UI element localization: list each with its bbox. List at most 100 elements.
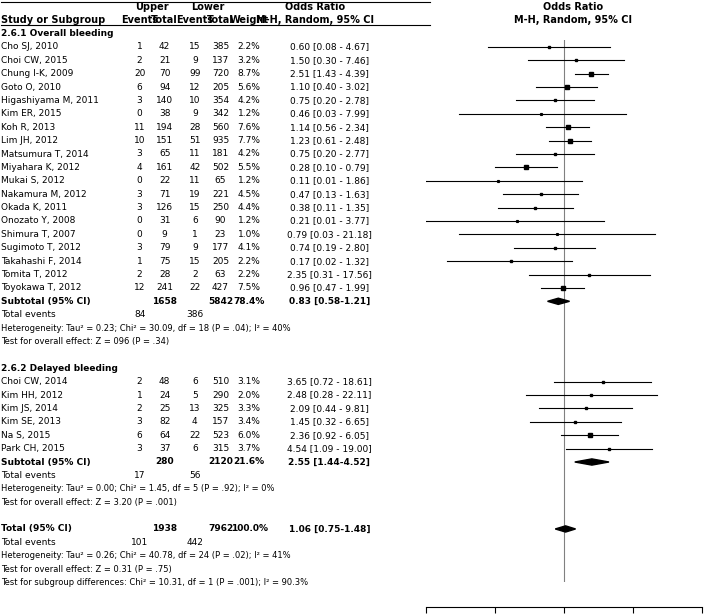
Text: 720: 720: [212, 69, 229, 78]
Text: 64: 64: [159, 431, 170, 440]
Text: 1.2%: 1.2%: [238, 109, 261, 118]
Text: 48: 48: [159, 377, 170, 386]
Text: 6: 6: [137, 431, 142, 440]
Text: 2.6.2 Delayed bleeding: 2.6.2 Delayed bleeding: [1, 364, 117, 373]
Text: 3: 3: [137, 190, 142, 199]
Text: 101: 101: [131, 538, 148, 547]
Text: Test for subgroup differences: Chi² = 10.31, df = 1 (P = .001); I² = 90.3%: Test for subgroup differences: Chi² = 10…: [1, 578, 308, 587]
Text: 37: 37: [159, 444, 170, 453]
Text: 2.2%: 2.2%: [238, 270, 261, 279]
Text: 442: 442: [186, 538, 203, 547]
Text: 502: 502: [212, 163, 229, 172]
Text: 4.2%: 4.2%: [238, 96, 261, 105]
Text: 19: 19: [189, 190, 200, 199]
Text: 1: 1: [137, 43, 142, 51]
Text: 1.14 [0.56 - 2.34]: 1.14 [0.56 - 2.34]: [290, 123, 369, 132]
Text: 0.21 [0.01 - 3.77]: 0.21 [0.01 - 3.77]: [290, 216, 369, 225]
Text: 4.5%: 4.5%: [238, 190, 261, 199]
Text: 510: 510: [212, 377, 229, 386]
Text: Test for overall effect: Z = 096 (P = .34): Test for overall effect: Z = 096 (P = .3…: [1, 337, 169, 346]
Text: 15: 15: [189, 43, 200, 51]
Text: 12: 12: [134, 283, 145, 293]
Text: 2: 2: [137, 404, 142, 413]
Text: Kim ER, 2015: Kim ER, 2015: [1, 109, 61, 118]
Text: 0.75 [0.20 - 2.77]: 0.75 [0.20 - 2.77]: [290, 150, 369, 158]
Text: 560: 560: [212, 123, 229, 132]
Text: 7962: 7962: [208, 524, 233, 533]
Text: 0.79 [0.03 - 21.18]: 0.79 [0.03 - 21.18]: [287, 230, 372, 239]
Text: 90: 90: [215, 216, 226, 225]
Text: 315: 315: [212, 444, 229, 453]
Text: 140: 140: [156, 96, 173, 105]
Text: Subtotal (95% CI): Subtotal (95% CI): [1, 458, 90, 466]
Text: 0.96 [0.47 - 1.99]: 0.96 [0.47 - 1.99]: [290, 283, 369, 293]
Text: 181: 181: [212, 150, 229, 158]
Text: 2: 2: [137, 270, 142, 279]
Text: 13: 13: [189, 404, 200, 413]
Text: 3: 3: [137, 96, 142, 105]
Text: 250: 250: [212, 203, 229, 212]
Text: 2: 2: [137, 56, 142, 65]
Text: Odds Ratio: Odds Ratio: [543, 2, 603, 12]
Text: 3: 3: [137, 444, 142, 453]
Text: Miyahara K, 2012: Miyahara K, 2012: [1, 163, 79, 172]
Text: 157: 157: [212, 417, 229, 426]
Polygon shape: [575, 459, 609, 465]
Text: Park CH, 2015: Park CH, 2015: [1, 444, 64, 453]
Text: 84: 84: [134, 310, 145, 319]
Text: 15: 15: [189, 203, 200, 212]
Text: 2.6.1 Overall bleeding: 2.6.1 Overall bleeding: [1, 29, 113, 38]
Text: 221: 221: [212, 190, 229, 199]
Text: 2.2%: 2.2%: [238, 43, 261, 51]
Text: 2.2%: 2.2%: [238, 257, 261, 265]
Text: 17: 17: [134, 471, 145, 480]
Text: 94: 94: [159, 83, 170, 92]
Text: 15: 15: [189, 257, 200, 265]
Text: Kim HH, 2012: Kim HH, 2012: [1, 391, 63, 400]
Text: Choi CW, 2014: Choi CW, 2014: [1, 377, 67, 386]
Text: 4.54 [1.09 - 19.00]: 4.54 [1.09 - 19.00]: [287, 444, 372, 453]
Text: 12: 12: [189, 83, 200, 92]
Text: Test for overall effect: Z = 3.20 (P = .001): Test for overall effect: Z = 3.20 (P = .…: [1, 498, 177, 507]
Text: 25: 25: [159, 404, 170, 413]
Text: 24: 24: [159, 391, 170, 400]
Text: 2.09 [0.44 - 9.81]: 2.09 [0.44 - 9.81]: [290, 404, 369, 413]
Text: Cho SJ, 2010: Cho SJ, 2010: [1, 43, 58, 51]
Polygon shape: [548, 298, 569, 304]
Text: 9: 9: [192, 109, 198, 118]
Text: 0.74 [0.19 - 2.80]: 0.74 [0.19 - 2.80]: [290, 243, 369, 252]
Text: 10: 10: [134, 136, 145, 145]
Text: 2.55 [1.44-4.52]: 2.55 [1.44-4.52]: [289, 458, 370, 466]
Text: 280: 280: [155, 458, 174, 466]
Text: 126: 126: [156, 203, 173, 212]
Text: 28: 28: [189, 123, 200, 132]
Text: 9: 9: [162, 230, 168, 239]
Text: Lim JH, 2012: Lim JH, 2012: [1, 136, 58, 145]
Text: 3: 3: [137, 243, 142, 252]
Text: 6.0%: 6.0%: [238, 431, 261, 440]
Text: 290: 290: [212, 391, 229, 400]
Text: 0.75 [0.20 - 2.78]: 0.75 [0.20 - 2.78]: [290, 96, 369, 105]
Text: 0: 0: [137, 216, 142, 225]
Text: 1.2%: 1.2%: [238, 216, 261, 225]
Text: 21.6%: 21.6%: [233, 458, 265, 466]
Text: 31: 31: [159, 216, 170, 225]
Text: 7.5%: 7.5%: [238, 283, 261, 293]
Text: 3.1%: 3.1%: [238, 377, 261, 386]
Text: 2: 2: [192, 270, 198, 279]
Text: 137: 137: [212, 56, 229, 65]
Text: Matsumura T, 2014: Matsumura T, 2014: [1, 150, 88, 158]
Text: 82: 82: [159, 417, 170, 426]
Text: 10: 10: [189, 96, 200, 105]
Text: Test for overall effect: Z = 0.31 (P = .75): Test for overall effect: Z = 0.31 (P = .…: [1, 565, 171, 573]
Text: 354: 354: [212, 96, 229, 105]
Text: Favors [Upper]: Favors [Upper]: [443, 588, 509, 598]
Text: 28: 28: [159, 270, 170, 279]
Text: 935: 935: [212, 136, 229, 145]
Text: 0.46 [0.03 - 7.99]: 0.46 [0.03 - 7.99]: [290, 109, 369, 118]
Text: 1.2%: 1.2%: [238, 176, 261, 185]
Text: 1.06 [0.75-1.48]: 1.06 [0.75-1.48]: [289, 524, 370, 533]
Text: 3.3%: 3.3%: [238, 404, 261, 413]
Text: 385: 385: [212, 43, 229, 51]
Text: 3.4%: 3.4%: [238, 417, 261, 426]
